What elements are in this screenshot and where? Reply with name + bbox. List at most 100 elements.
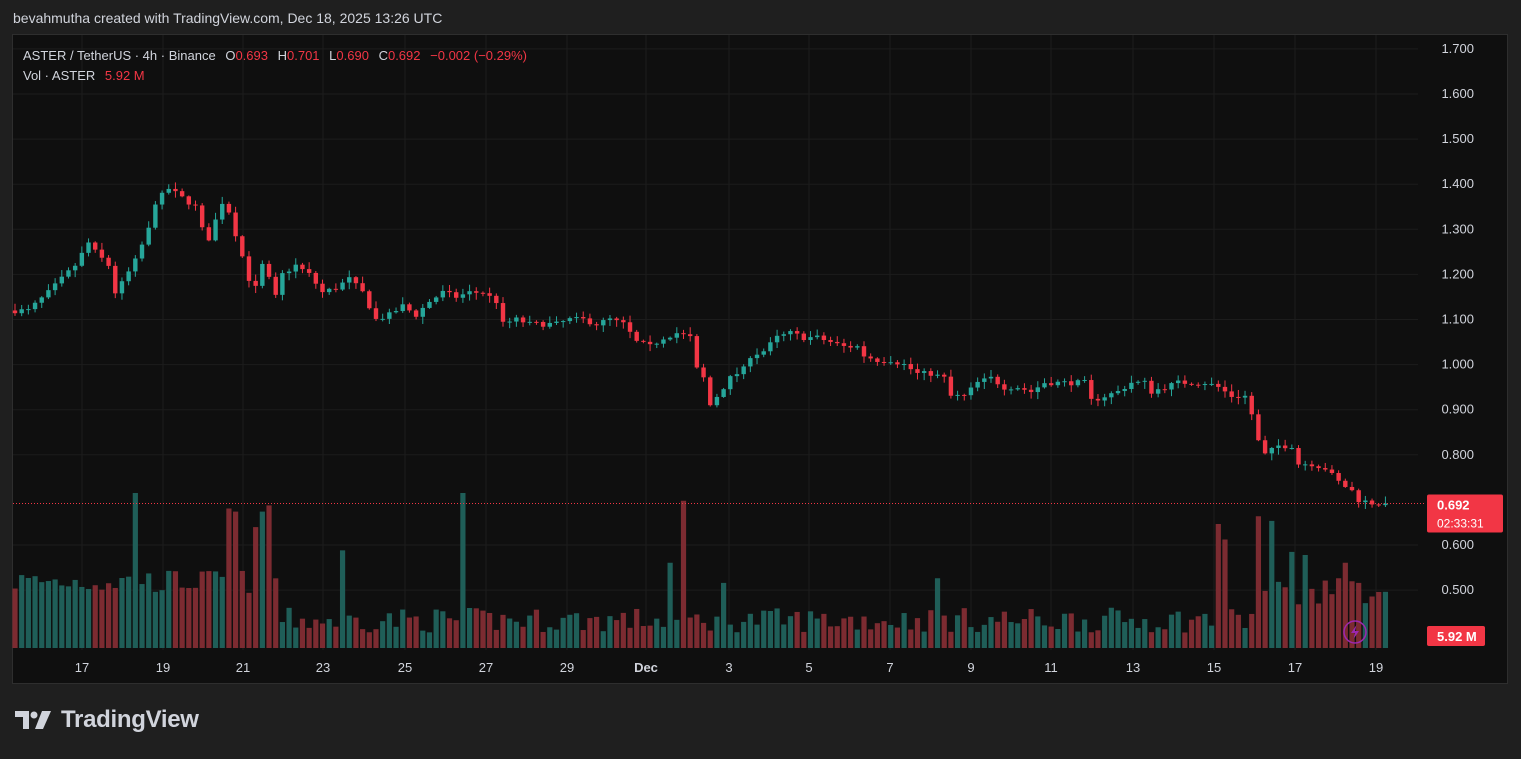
volume-bar	[19, 575, 25, 648]
volume-bar	[767, 611, 774, 648]
volume-bar	[1135, 627, 1141, 648]
candle	[206, 227, 212, 241]
volume-bar	[1309, 588, 1315, 648]
symbol-legend: ASTER / TetherUS · 4h · Binance O0.693 H…	[23, 46, 527, 86]
candle	[273, 276, 278, 295]
candle	[567, 318, 573, 322]
open-value: 0.693	[235, 48, 268, 63]
volume-bar	[45, 581, 52, 648]
volume-bar	[620, 612, 626, 648]
candle	[474, 291, 479, 293]
last-price-badge: 0.692 02:33:31	[1427, 494, 1503, 533]
candle	[621, 320, 626, 323]
candle	[487, 293, 492, 296]
volume-bar	[25, 577, 31, 648]
volume-bar	[226, 508, 232, 648]
candle	[868, 356, 873, 359]
symbol-title[interactable]: ASTER / TetherUS · 4h · Binance	[23, 48, 216, 63]
volume-bar	[995, 621, 1001, 648]
candle	[881, 361, 887, 363]
candle	[734, 374, 740, 377]
candle	[1316, 466, 1321, 469]
volume-bar	[313, 619, 319, 648]
volume-bar	[587, 618, 593, 648]
price-tick-label: 1.200	[1441, 266, 1474, 281]
candle	[1323, 468, 1328, 470]
candle	[39, 297, 44, 303]
volume-bar	[72, 579, 78, 648]
volume-bar	[460, 493, 466, 648]
candle	[427, 301, 432, 308]
volume-bar	[814, 618, 820, 648]
candle	[213, 219, 218, 241]
volume-bar	[233, 511, 239, 648]
candle	[1082, 380, 1087, 382]
candle	[433, 297, 439, 302]
candle	[768, 342, 773, 352]
volume-bar	[192, 587, 199, 648]
volume-bar	[547, 627, 553, 648]
volume-bar	[299, 618, 306, 648]
candle	[1262, 440, 1268, 454]
volume-bar	[1001, 611, 1007, 648]
volume-bar	[92, 585, 98, 648]
volume-bar	[293, 627, 299, 648]
volume-bar	[99, 589, 105, 648]
candle	[480, 292, 486, 294]
volume-bar	[573, 613, 580, 648]
volume-label[interactable]: Vol · ASTER	[23, 68, 96, 83]
time-tick-label: 19	[156, 660, 170, 675]
volume-badge: 5.92 M	[1427, 626, 1485, 646]
volume-bar	[821, 613, 827, 648]
candle	[86, 242, 91, 253]
volume-bar	[787, 616, 794, 648]
volume-bar	[139, 584, 145, 648]
candle	[527, 321, 532, 323]
candle	[741, 366, 746, 375]
volume-bar	[968, 627, 974, 648]
volume-bar	[1035, 616, 1041, 648]
candle	[647, 341, 653, 345]
time-tick-label: 21	[236, 660, 250, 675]
candle	[306, 269, 312, 273]
candle	[1296, 448, 1301, 465]
volume-bar	[1148, 632, 1155, 648]
candle	[721, 389, 726, 397]
volume-bar	[420, 630, 426, 648]
candle	[547, 322, 552, 327]
high-value: 0.701	[287, 48, 320, 63]
volume-bar	[533, 609, 540, 648]
candle	[1209, 383, 1214, 385]
volume-bar	[480, 610, 486, 648]
candle	[627, 322, 633, 332]
lightning-icon[interactable]	[1343, 620, 1367, 644]
volume-bar	[413, 616, 419, 648]
volume-bar	[1188, 619, 1195, 648]
candle	[226, 203, 232, 213]
candle	[186, 196, 192, 205]
candle	[380, 318, 385, 320]
candle	[106, 257, 111, 266]
candle	[139, 244, 145, 259]
candles	[12, 182, 1388, 509]
volume-bar	[1155, 627, 1161, 648]
candle	[153, 204, 158, 228]
candle	[133, 258, 138, 272]
candle	[179, 191, 185, 197]
volume-bar	[453, 620, 459, 648]
candle	[1155, 389, 1161, 394]
volume-bar	[1322, 580, 1328, 648]
volume-bar	[781, 624, 787, 648]
tradingview-logo[interactable]: TradingView	[15, 706, 199, 734]
volume-bar	[1055, 629, 1061, 648]
candle	[587, 318, 593, 325]
candle	[126, 271, 131, 282]
candle	[694, 336, 700, 368]
candle	[687, 334, 693, 337]
volume-bar	[834, 626, 840, 648]
volume-bar	[894, 627, 901, 648]
volume-bar	[426, 632, 433, 648]
volume-bar	[1082, 619, 1088, 648]
candle	[554, 321, 559, 323]
